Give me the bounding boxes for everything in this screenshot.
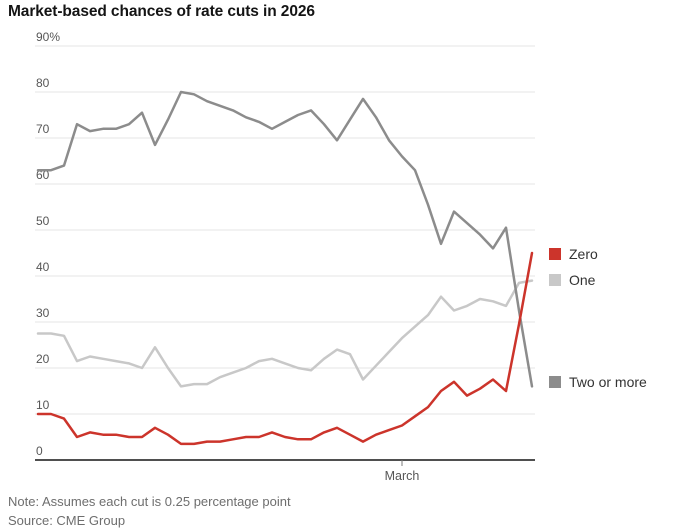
legend-item-zero: Zero <box>549 246 598 262</box>
y-axis-label: 30 <box>36 306 50 320</box>
chart-source: Source: CME Group <box>8 513 126 528</box>
legend-swatch-two-or-more <box>549 376 561 388</box>
y-axis-label: 10 <box>36 398 50 412</box>
y-axis-label: 90% <box>36 30 60 44</box>
series-line-one <box>36 279 534 388</box>
y-axis-label: 40 <box>36 260 50 274</box>
legend-swatch-one <box>549 274 561 286</box>
legend-item-one: One <box>549 272 595 288</box>
series-line-two-or-more <box>36 90 534 388</box>
y-axis-label: 80 <box>36 76 50 90</box>
y-axis-label: 60 <box>36 168 50 182</box>
legend-item-two-or-more: Two or more <box>549 374 647 390</box>
y-axis-label: 50 <box>36 214 50 228</box>
chart-note: Note: Assumes each cut is 0.25 percentag… <box>8 494 291 509</box>
series-line-zero <box>36 251 534 446</box>
y-axis-label: 0 <box>36 444 43 458</box>
legend-label-two-or-more: Two or more <box>569 374 647 390</box>
legend-label-zero: Zero <box>569 246 598 262</box>
legend-swatch-zero <box>549 248 561 260</box>
x-axis-label: March <box>385 469 420 483</box>
y-axis-label: 70 <box>36 122 50 136</box>
chart-title: Market-based chances of rate cuts in 202… <box>8 3 315 20</box>
y-axis-label: 20 <box>36 352 50 366</box>
legend-label-one: One <box>569 272 596 288</box>
